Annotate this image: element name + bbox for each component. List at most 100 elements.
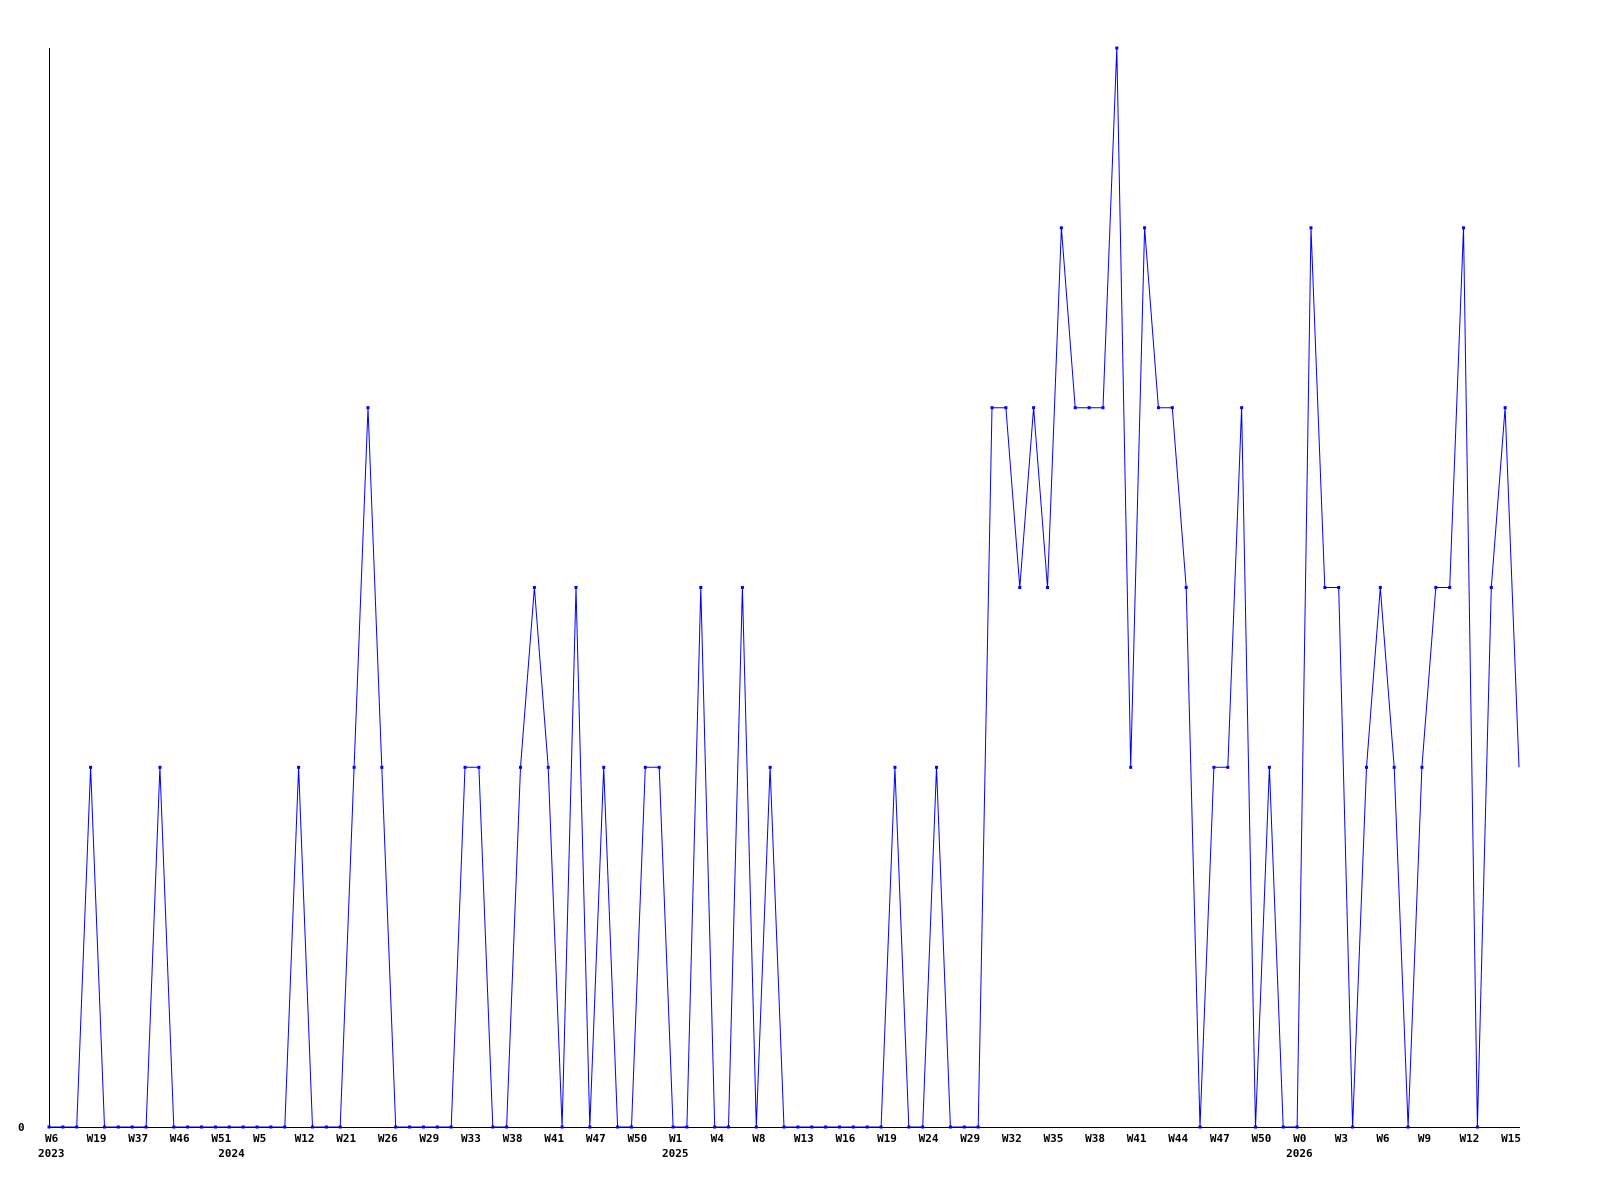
data-point xyxy=(1240,406,1244,410)
x-tick-label: W21 xyxy=(336,1132,356,1145)
data-point xyxy=(61,1125,65,1129)
data-point xyxy=(1267,765,1271,769)
data-point xyxy=(1489,586,1493,589)
data-point xyxy=(574,586,578,589)
data-point xyxy=(352,765,356,769)
x-tick-label: W29 xyxy=(960,1132,980,1145)
data-point xyxy=(75,1125,79,1129)
data-point xyxy=(1226,765,1230,769)
x-tick-label: W24 xyxy=(919,1132,939,1145)
x-tick-label: W32 xyxy=(1002,1132,1022,1145)
data-point xyxy=(1004,406,1008,410)
x-tick-label: W9 xyxy=(1418,1132,1431,1145)
data-point xyxy=(1198,1125,1202,1129)
data-point xyxy=(1045,586,1049,589)
x-tick-label: W4 xyxy=(711,1132,725,1145)
data-point xyxy=(976,1125,980,1129)
x-tick-label: W13 xyxy=(794,1132,814,1145)
data-point xyxy=(768,765,772,769)
data-point xyxy=(602,765,606,769)
data-point xyxy=(1129,765,1133,769)
x-tick-label: W0 xyxy=(1293,1132,1306,1145)
data-point xyxy=(1281,1125,1285,1129)
series-line xyxy=(49,47,1520,1128)
data-point xyxy=(158,765,162,769)
data-point xyxy=(1448,586,1452,589)
x-tick-label: W38 xyxy=(503,1132,523,1145)
data-point xyxy=(186,1125,190,1129)
x-tick-label: W19 xyxy=(877,1132,897,1145)
data-point xyxy=(643,765,647,769)
data-point xyxy=(89,765,93,769)
x-tick-label: W12 xyxy=(1460,1132,1480,1145)
data-point xyxy=(699,586,703,589)
year-label: 2024 xyxy=(218,1147,245,1160)
year-label: 2025 xyxy=(662,1147,689,1160)
data-point xyxy=(962,1125,966,1129)
data-point xyxy=(851,1125,855,1129)
x-tick-label: W50 xyxy=(627,1132,647,1145)
data-point xyxy=(1503,406,1507,410)
data-point xyxy=(394,1125,398,1129)
data-point xyxy=(338,1125,342,1129)
data-point xyxy=(227,1125,231,1129)
data-point xyxy=(1101,406,1105,410)
data-point xyxy=(629,1125,633,1129)
data-point xyxy=(1170,406,1174,410)
data-point xyxy=(1392,765,1396,769)
data-point xyxy=(588,1125,592,1129)
data-point xyxy=(1378,586,1382,589)
data-point xyxy=(1156,406,1160,410)
data-point xyxy=(102,1125,106,1129)
data-point xyxy=(421,1125,425,1129)
data-point xyxy=(560,1125,564,1129)
x-tick-label: W50 xyxy=(1252,1132,1272,1145)
data-point xyxy=(380,765,384,769)
data-point xyxy=(935,765,939,769)
data-point xyxy=(1351,1125,1355,1129)
data-point xyxy=(200,1125,204,1129)
x-tick-label: W8 xyxy=(752,1132,765,1145)
data-point xyxy=(47,1125,51,1129)
data-point xyxy=(1406,1125,1410,1129)
x-tick-label: W41 xyxy=(544,1132,564,1145)
data-point xyxy=(1212,765,1216,769)
data-point xyxy=(1143,226,1147,230)
x-tick-label: W35 xyxy=(1043,1132,1063,1145)
x-tick-label: W38 xyxy=(1085,1132,1105,1145)
data-point xyxy=(519,765,523,769)
x-tick-label: W29 xyxy=(419,1132,439,1145)
data-point xyxy=(727,1125,731,1129)
data-point xyxy=(532,586,536,589)
x-tick-label: W51 xyxy=(211,1132,231,1145)
data-point xyxy=(671,1125,675,1129)
data-point xyxy=(685,1125,689,1129)
x-tick-label: W44 xyxy=(1168,1132,1188,1145)
data-point xyxy=(477,765,481,769)
data-point xyxy=(366,406,370,410)
data-point xyxy=(408,1125,412,1129)
data-point xyxy=(1462,226,1466,230)
x-tick-label: W3 xyxy=(1335,1132,1348,1145)
data-point xyxy=(740,586,744,589)
data-point xyxy=(1018,586,1022,589)
data-point xyxy=(865,1125,869,1129)
data-point xyxy=(463,765,467,769)
data-point xyxy=(130,1125,134,1129)
data-point xyxy=(1323,586,1327,589)
x-tick-label: W47 xyxy=(586,1132,606,1145)
data-point xyxy=(297,765,301,769)
data-point xyxy=(921,1125,925,1129)
x-tick-label: W15 xyxy=(1501,1132,1521,1145)
data-point xyxy=(241,1125,245,1129)
y-tick-label: 0 xyxy=(18,1121,25,1134)
data-point xyxy=(255,1125,259,1129)
data-point xyxy=(1087,406,1091,410)
data-point xyxy=(1115,46,1119,50)
data-point xyxy=(505,1125,509,1129)
data-point xyxy=(1059,226,1063,230)
data-point xyxy=(172,1125,176,1129)
x-tick-label: W16 xyxy=(835,1132,855,1145)
data-point xyxy=(1032,406,1036,410)
